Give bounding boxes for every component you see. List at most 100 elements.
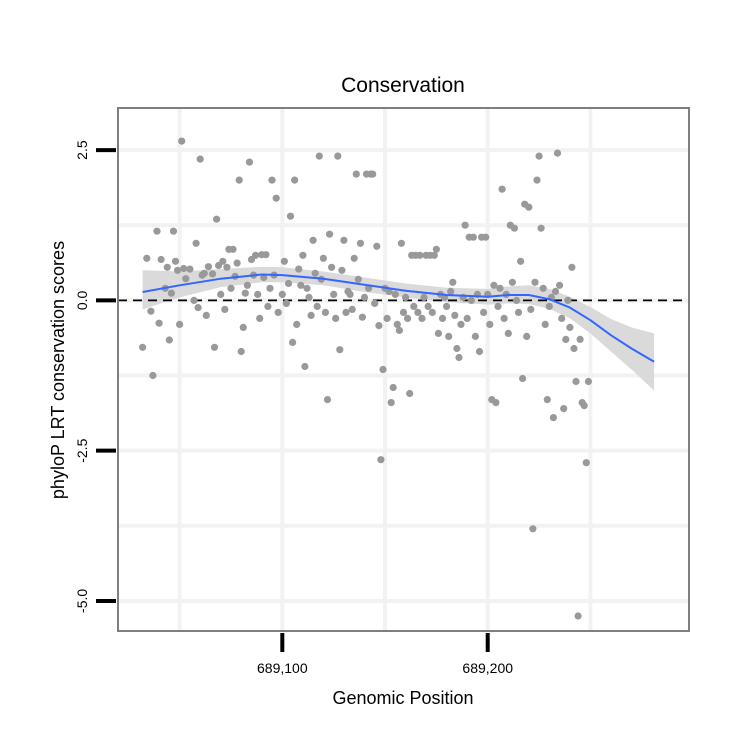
data-point-61 [280, 257, 288, 265]
data-point-199 [564, 296, 572, 304]
data-point-22 [196, 155, 204, 163]
data-point-27 [208, 270, 217, 278]
data-point-193 [551, 287, 560, 295]
data-point-196 [558, 314, 566, 322]
data-point-179 [523, 332, 531, 340]
data-point-200 [566, 323, 574, 331]
data-point-153 [469, 233, 477, 241]
data-point-207 [580, 402, 588, 410]
x-tick-label-1: 689,200 [462, 660, 513, 676]
data-point-93 [346, 290, 354, 298]
data-point-136 [434, 329, 442, 337]
data-point-142 [447, 287, 455, 295]
data-point-154 [471, 332, 479, 340]
data-point-164 [492, 399, 500, 407]
data-point-174 [512, 296, 521, 304]
y-tick-label-0: 2.5 [74, 140, 90, 160]
data-point-81 [321, 308, 329, 316]
data-point-138 [438, 314, 447, 322]
data-point-144 [451, 311, 459, 319]
data-point-106 [373, 242, 381, 250]
data-point-96 [352, 170, 360, 178]
data-point-109 [379, 365, 387, 374]
data-point-40 [235, 176, 243, 184]
x-axis-label: Genomic Position [332, 688, 473, 708]
data-point-116 [393, 320, 401, 328]
data-point-1 [143, 254, 151, 262]
data-point-98 [356, 239, 364, 247]
data-point-4 [153, 227, 161, 235]
data-point-80 [319, 254, 327, 262]
data-point-111 [383, 314, 391, 322]
data-point-21 [194, 304, 202, 312]
data-point-118 [397, 239, 405, 247]
data-point-44 [243, 281, 251, 289]
data-point-115 [391, 290, 399, 298]
data-point-183 [531, 278, 539, 286]
data-point-105 [371, 299, 379, 307]
data-point-69 [297, 281, 305, 289]
data-point-117 [395, 326, 403, 334]
data-point-54 [264, 302, 272, 310]
data-point-159 [482, 233, 490, 241]
data-point-91 [342, 308, 350, 316]
data-point-34 [223, 263, 231, 271]
data-point-201 [568, 263, 576, 271]
data-point-62 [282, 299, 290, 307]
data-point-73 [305, 293, 313, 301]
data-point-104 [369, 170, 377, 178]
data-point-87 [334, 152, 342, 160]
data-point-28 [210, 343, 219, 351]
data-point-205 [576, 335, 584, 343]
data-point-108 [377, 456, 385, 464]
data-point-25 [202, 311, 210, 319]
data-point-204 [574, 612, 582, 620]
data-point-53 [262, 251, 270, 259]
data-point-49 [254, 290, 262, 298]
data-point-65 [289, 338, 297, 346]
panel-border [117, 107, 690, 632]
data-point-166 [496, 284, 504, 292]
data-point-114 [389, 383, 397, 392]
data-point-97 [354, 275, 362, 283]
data-point-100 [360, 293, 369, 301]
data-point-168 [500, 314, 508, 322]
data-point-194 [553, 149, 562, 157]
data-point-189 [543, 396, 551, 404]
data-point-42 [239, 323, 247, 331]
data-point-90 [340, 236, 348, 244]
data-point-6 [157, 255, 165, 264]
data-point-71 [301, 362, 309, 371]
data-point-13 [174, 266, 182, 274]
data-point-9 [165, 336, 173, 344]
data-point-37 [229, 245, 237, 253]
data-point-209 [584, 377, 593, 386]
smooth-trend-line [142, 273, 655, 363]
data-point-128 [418, 314, 426, 322]
data-point-167 [498, 185, 506, 193]
data-point-86 [332, 314, 340, 322]
data-point-84 [328, 263, 336, 271]
data-point-72 [303, 284, 311, 292]
data-point-76 [311, 269, 319, 277]
data-point-18 [186, 265, 194, 273]
y-axis-label: phyloP LRT conservation scores [48, 241, 68, 499]
data-point-107 [375, 322, 383, 330]
data-point-99 [358, 313, 366, 321]
data-point-85 [330, 290, 338, 298]
data-point-29 [213, 215, 221, 223]
data-point-20 [192, 239, 200, 247]
data-point-129 [420, 293, 428, 301]
data-point-175 [514, 308, 523, 316]
data-point-146 [455, 353, 463, 362]
x-axis: 689,100 689,200 [257, 633, 513, 676]
data-point-180 [525, 203, 533, 211]
data-point-202 [570, 344, 578, 353]
data-point-127 [416, 251, 424, 259]
data-point-147 [457, 320, 465, 328]
data-point-163 [490, 281, 498, 289]
data-point-32 [219, 257, 227, 265]
data-point-59 [274, 308, 282, 316]
data-point-112 [385, 287, 393, 295]
data-point-181 [527, 305, 535, 313]
